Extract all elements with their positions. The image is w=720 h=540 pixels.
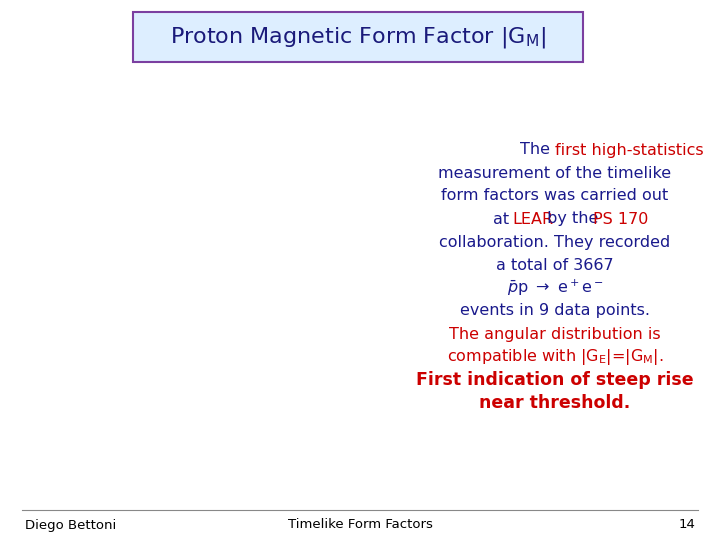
Text: form factors was carried out: form factors was carried out — [441, 188, 669, 204]
Text: 14: 14 — [678, 518, 695, 531]
Text: $\bar{p}$p $\rightarrow$ e$^+$e$^-$: $\bar{p}$p $\rightarrow$ e$^+$e$^-$ — [507, 278, 603, 298]
Text: LEAR: LEAR — [512, 212, 553, 226]
Text: first high-statistics: first high-statistics — [555, 143, 703, 158]
Text: a total of 3667: a total of 3667 — [496, 258, 614, 273]
FancyBboxPatch shape — [133, 12, 583, 62]
Text: collaboration. They recorded: collaboration. They recorded — [439, 234, 670, 249]
Text: The angular distribution is: The angular distribution is — [449, 327, 661, 341]
Text: Diego Bettoni: Diego Bettoni — [25, 518, 116, 531]
Text: by the: by the — [542, 212, 603, 226]
Text: PS 170: PS 170 — [593, 212, 649, 226]
Text: measurement of the timelike: measurement of the timelike — [438, 165, 672, 180]
Text: First indication of steep rise: First indication of steep rise — [416, 371, 694, 389]
Text: at: at — [493, 212, 514, 226]
Text: near threshold.: near threshold. — [480, 394, 631, 412]
Text: events in 9 data points.: events in 9 data points. — [460, 303, 650, 319]
Text: Timelike Form Factors: Timelike Form Factors — [287, 518, 433, 531]
Text: The: The — [520, 143, 555, 158]
Text: compatible with |G$_\mathregular{E}$|=|G$_\mathregular{M}$|.: compatible with |G$_\mathregular{E}$|=|G… — [446, 347, 663, 367]
Text: Proton Magnetic Form Factor |G$_\mathregular{M}$|: Proton Magnetic Form Factor |G$_\mathreg… — [170, 24, 546, 50]
